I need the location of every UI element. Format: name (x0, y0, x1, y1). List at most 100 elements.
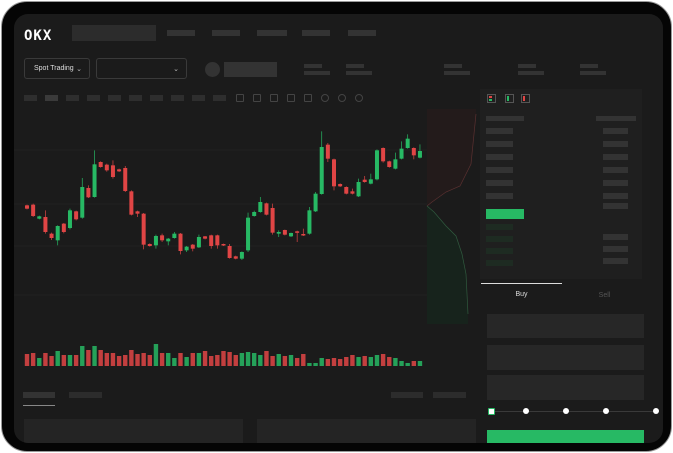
bottom-tab-active[interactable] (23, 392, 55, 398)
stat-value (580, 71, 606, 75)
bottom-action[interactable] (391, 392, 423, 398)
candle-body (147, 244, 152, 246)
amount-slider[interactable] (488, 408, 659, 415)
timeframe-button[interactable] (108, 95, 121, 101)
depth-bids-area (427, 206, 468, 324)
volume-bar (319, 358, 324, 366)
ask-size (603, 167, 628, 173)
timeframe-button[interactable] (45, 95, 58, 101)
amount-input[interactable] (487, 345, 644, 370)
candle-body (239, 252, 244, 259)
tab-sell[interactable]: Sell (598, 292, 611, 299)
last-price (486, 209, 524, 219)
volume-bar (184, 357, 189, 366)
candle-body (368, 179, 373, 184)
circle-icon[interactable] (321, 94, 329, 102)
spot-trading-dropdown[interactable]: Spot Trading ⌄ (24, 58, 90, 79)
volume-bar (307, 363, 312, 366)
candle-body (43, 217, 48, 232)
candle-body (258, 202, 263, 212)
search-bar[interactable] (72, 25, 156, 41)
okx-logo[interactable]: OKX (24, 28, 53, 44)
nav-item[interactable] (167, 30, 195, 36)
indicator-icon[interactable] (236, 94, 244, 102)
book-view-bids-icon[interactable] (505, 94, 514, 103)
volume-bar (166, 353, 171, 366)
volume-bar (301, 354, 306, 366)
book-view-asks-icon[interactable] (521, 94, 530, 103)
nav-item[interactable] (302, 30, 330, 36)
volume-bar (411, 361, 417, 366)
stat-label (346, 64, 364, 68)
timeframe-button[interactable] (192, 95, 205, 101)
volume-bar (98, 350, 103, 366)
ask-size (603, 154, 628, 160)
line-icon[interactable] (287, 94, 295, 102)
slider-handle[interactable] (488, 408, 495, 415)
volume-bar (73, 355, 79, 366)
tab-buy[interactable]: Buy (515, 291, 528, 298)
book-view-both-icon[interactable] (487, 94, 496, 103)
pair-dropdown[interactable]: ⌄ (96, 58, 187, 79)
volume-bar (313, 363, 318, 366)
settings-icon[interactable] (270, 94, 278, 102)
ask-price (486, 167, 513, 173)
indicator-icon[interactable] (253, 94, 261, 102)
volume-bar (239, 353, 245, 366)
candle-body (178, 233, 183, 251)
slider-step[interactable] (653, 408, 659, 414)
slider-step[interactable] (563, 408, 569, 414)
ask-price (486, 128, 513, 134)
timeframe-button[interactable] (24, 95, 37, 101)
nav-item[interactable] (212, 30, 240, 36)
buy-button[interactable] (487, 430, 644, 443)
candle-body (49, 233, 54, 238)
nav-item[interactable] (348, 30, 376, 36)
nav-item[interactable] (257, 30, 287, 36)
fullscreen-icon[interactable] (355, 94, 363, 102)
volume-bar (405, 363, 410, 366)
volume-bar (417, 361, 423, 366)
bid-size (603, 246, 628, 252)
candle-body (356, 182, 361, 197)
timeframe-button[interactable] (213, 95, 226, 101)
bid-size (603, 258, 628, 264)
volume-bar (86, 350, 91, 366)
volume-bar (61, 355, 67, 366)
candle-body (203, 236, 208, 239)
bottom-tab[interactable] (69, 392, 102, 398)
volume-bar (276, 354, 281, 366)
volume-bar (325, 359, 331, 366)
slider-step[interactable] (523, 408, 529, 414)
bottom-action[interactable] (433, 392, 466, 398)
price-input[interactable] (487, 314, 644, 338)
timeframe-button[interactable] (171, 95, 184, 101)
candle-body (160, 235, 165, 241)
ask-price (486, 141, 513, 147)
volume-bar (141, 353, 146, 366)
target-icon[interactable] (338, 94, 346, 102)
candle-body (37, 216, 42, 219)
volume-bar (245, 352, 251, 366)
stat-value (304, 71, 330, 75)
candlestick-chart[interactable] (14, 14, 663, 443)
volume-bar (123, 355, 128, 366)
volume-bar (344, 357, 349, 366)
volume-bar (362, 356, 367, 366)
timeframe-button[interactable] (66, 95, 79, 101)
timeframe-button[interactable] (87, 95, 100, 101)
candle-body (325, 144, 330, 159)
timeframe-button[interactable] (150, 95, 163, 101)
size (603, 203, 628, 209)
draw-icon[interactable] (304, 94, 312, 102)
volume-bar (129, 350, 134, 366)
volume-bar (356, 357, 361, 366)
total-input[interactable] (487, 375, 644, 400)
volume-bar (196, 353, 202, 366)
slider-step[interactable] (603, 408, 609, 414)
stat-value (346, 71, 372, 75)
candle-body (270, 208, 275, 233)
candle-body (123, 168, 128, 191)
timeframe-button[interactable] (129, 95, 142, 101)
